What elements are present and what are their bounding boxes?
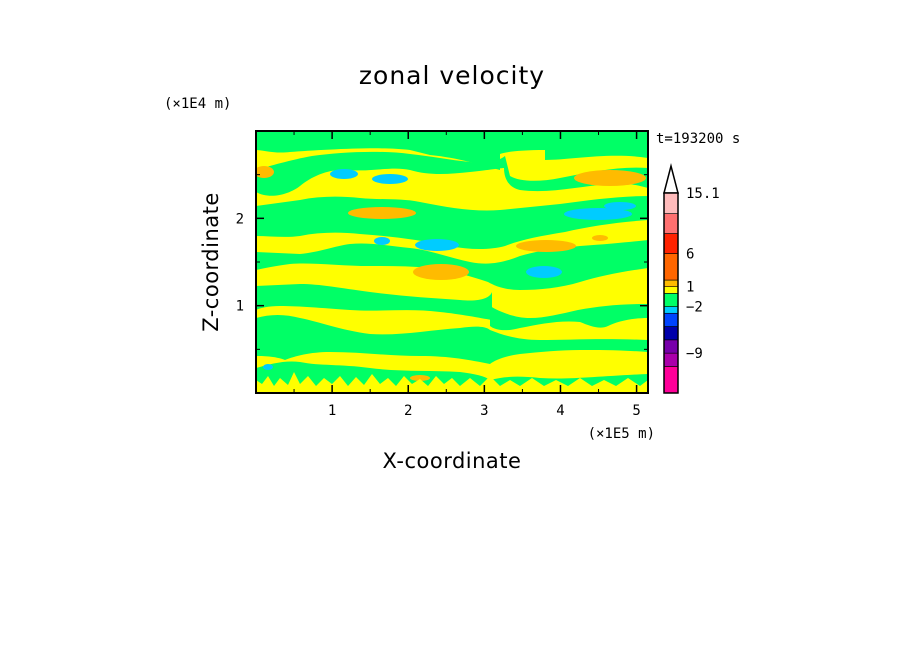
orange-patch [413,264,469,280]
cyan-patch [263,364,273,370]
cyan-patch [415,239,459,251]
orange-patch [592,235,608,241]
colorbar-swatch [663,366,679,394]
contour-field [256,131,648,393]
x-axis-ticks: 1 2 3 4 5 [293,131,641,419]
y-tick-label: 2 [236,211,244,227]
colorbar-swatch [663,293,679,307]
colorbar-label: −9 [686,346,703,362]
orange-patch [516,240,576,252]
y-unit-label: (×1E4 m) [164,96,231,112]
x-tick-label: 3 [480,403,488,419]
cyan-patch [604,202,636,210]
colorbar-swatch [663,326,679,341]
time-label: t=193200 s [656,131,740,147]
cyan-patch [374,237,390,245]
cyan-patch [330,169,358,179]
colorbar-swatch [663,312,679,327]
colorbar-frame [663,192,679,394]
green-band-lower-right [490,304,648,331]
orange-patch [410,375,430,381]
colorbar-swatch [663,253,679,281]
colorbar-label: 6 [686,246,694,262]
colorbar-swatch [663,286,679,294]
y-axis-title: Z-coordinate [199,192,223,332]
orange-patch [256,166,274,178]
green-band-middle-upper [256,196,648,249]
x-axis-title: X-coordinate [383,449,522,473]
colorbar-swatch [663,233,679,254]
x-unit-label: (×1E5 m) [588,426,655,442]
y-tick-label: 1 [236,299,244,315]
x-tick-label: 4 [556,403,564,419]
orange-patch [574,170,646,186]
colorbar-swatch [663,306,679,314]
colorbar-swatch [663,279,679,287]
cyan-patch [564,208,632,220]
x-tick-label: 2 [404,403,412,419]
orange-patch [348,207,416,219]
cyan-patch [372,174,408,184]
green-band-lower [256,284,492,320]
green-band-upper [256,151,648,196]
x-tick-label: 1 [328,403,336,419]
colorbar-swatch [663,339,679,354]
x-tick-label: 5 [632,403,640,419]
colorbar-swatch [663,352,679,367]
colorbar-swatch [663,192,679,214]
green-band-bottom [256,315,648,364]
noise-strip [256,372,648,393]
colorbar-label: 1 [686,280,694,296]
colorbar: 15.1 6 1 −2 −9 [663,163,720,394]
colorbar-swatch [663,213,679,234]
chart-title: zonal velocity [359,61,545,90]
cyan-patch [526,266,562,278]
colorbar-arrow [663,163,679,194]
green-band-top [256,131,648,170]
colorbar-label: −2 [686,300,703,316]
colorbar-label: 15.1 [686,186,720,202]
y-axis-ticks: 12 [236,174,648,350]
